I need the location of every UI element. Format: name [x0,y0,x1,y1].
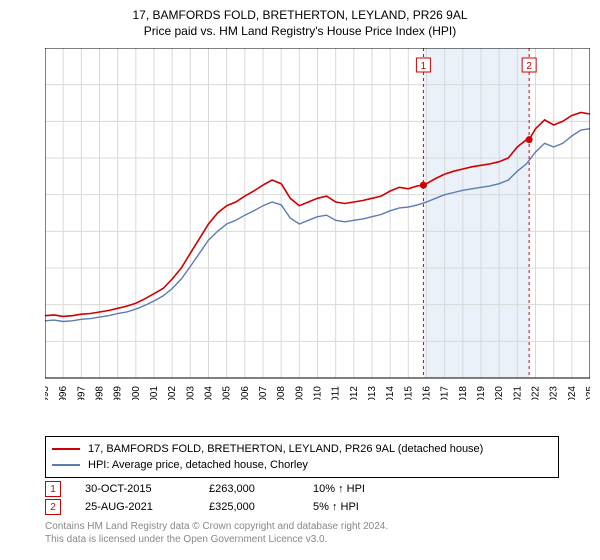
sale-date-1: 30-OCT-2015 [85,483,185,495]
svg-text:2018: 2018 [458,386,469,400]
chart-container: 17, BAMFORDS FOLD, BRETHERTON, LEYLAND, … [0,0,600,560]
svg-text:2021: 2021 [512,386,523,400]
svg-text:2024: 2024 [567,386,578,400]
legend-swatch-property [52,448,80,450]
svg-text:2002: 2002 [167,386,178,400]
svg-text:2001: 2001 [149,386,160,400]
svg-text:2015: 2015 [403,386,414,400]
sale-row-1: 1 30-OCT-2015 £263,000 10% ↑ HPI [45,480,565,498]
svg-text:2005: 2005 [222,386,233,400]
sale-marker-2-num: 2 [50,502,56,513]
svg-text:2007: 2007 [258,386,269,400]
legend-item-property: 17, BAMFORDS FOLD, BRETHERTON, LEYLAND, … [52,441,552,457]
svg-text:1997: 1997 [76,386,87,400]
svg-text:2022: 2022 [531,386,542,400]
svg-text:2017: 2017 [440,386,451,400]
sale-delta-2: 5% ↑ HPI [313,501,413,513]
svg-text:2008: 2008 [276,386,287,400]
chart-svg: £0£50K£100K£150K£200K£250K£300K£350K£400… [45,48,590,400]
sale-price-1: £263,000 [209,483,289,495]
svg-text:2006: 2006 [240,386,251,400]
svg-text:2011: 2011 [331,386,342,400]
sale-delta-1: 10% ↑ HPI [313,483,413,495]
chart-title: 17, BAMFORDS FOLD, BRETHERTON, LEYLAND, … [0,0,600,22]
svg-text:2016: 2016 [422,386,433,400]
svg-text:2004: 2004 [204,386,215,400]
svg-text:2: 2 [526,61,532,72]
svg-text:2020: 2020 [494,386,505,400]
sale-row-2: 2 25-AUG-2021 £325,000 5% ↑ HPI [45,498,565,516]
legend-label-property: 17, BAMFORDS FOLD, BRETHERTON, LEYLAND, … [88,443,483,455]
svg-text:1: 1 [421,61,427,72]
svg-text:1999: 1999 [113,386,124,400]
svg-text:2012: 2012 [349,386,360,400]
svg-text:2013: 2013 [367,386,378,400]
sale-marker-2: 2 [45,499,61,515]
svg-text:2003: 2003 [185,386,196,400]
svg-text:1998: 1998 [95,386,106,400]
svg-text:2010: 2010 [313,386,324,400]
svg-text:2014: 2014 [385,386,396,400]
chart-plot-area: £0£50K£100K£150K£200K£250K£300K£350K£400… [45,48,590,400]
svg-text:2025: 2025 [585,386,590,400]
sale-marker-1: 1 [45,481,61,497]
attribution: Contains HM Land Registry data © Crown c… [45,520,388,546]
chart-subtitle: Price paid vs. HM Land Registry's House … [0,22,600,42]
svg-text:1996: 1996 [58,386,69,400]
attribution-line-1: Contains HM Land Registry data © Crown c… [45,520,388,533]
legend-label-hpi: HPI: Average price, detached house, Chor… [88,459,308,471]
sale-marker-1-num: 1 [50,484,56,495]
legend-item-hpi: HPI: Average price, detached house, Chor… [52,457,552,473]
svg-text:1995: 1995 [45,386,51,400]
sale-price-2: £325,000 [209,501,289,513]
attribution-line-2: This data is licensed under the Open Gov… [45,533,388,546]
svg-text:2009: 2009 [294,386,305,400]
svg-text:2023: 2023 [549,386,560,400]
sales-table: 1 30-OCT-2015 £263,000 10% ↑ HPI 2 25-AU… [45,480,565,516]
svg-text:2019: 2019 [476,386,487,400]
legend-swatch-hpi [52,464,80,466]
sale-date-2: 25-AUG-2021 [85,501,185,513]
legend: 17, BAMFORDS FOLD, BRETHERTON, LEYLAND, … [45,436,559,478]
svg-text:2000: 2000 [131,386,142,400]
